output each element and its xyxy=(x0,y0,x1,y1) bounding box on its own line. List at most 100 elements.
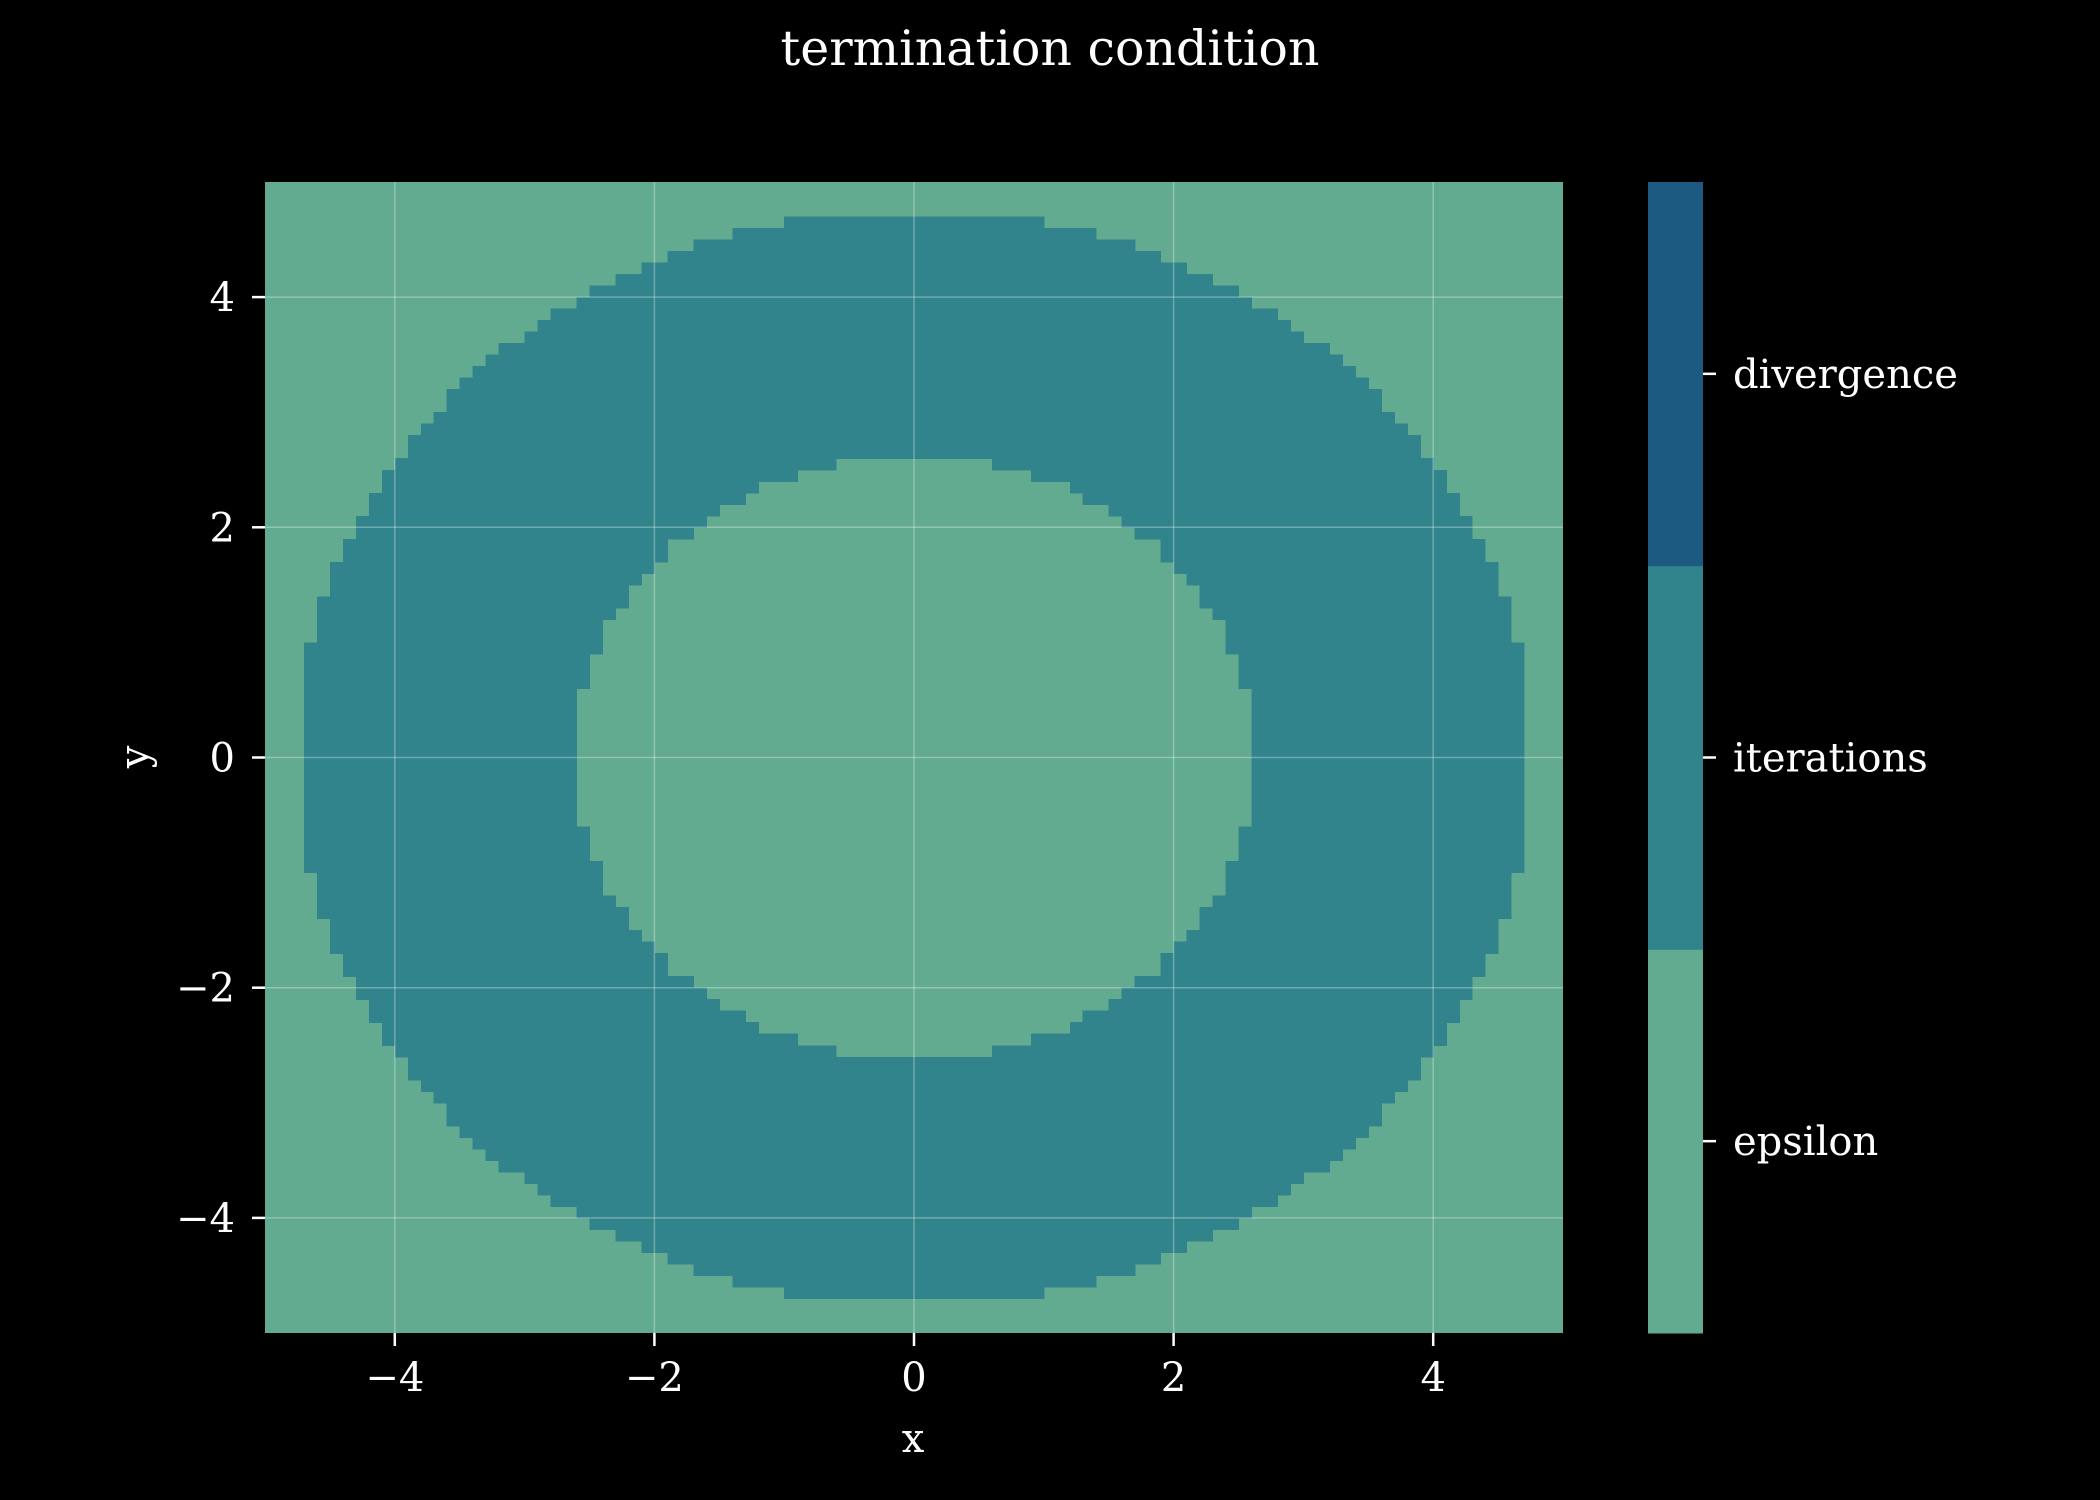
heatmap-cell-iterations xyxy=(316,884,604,897)
heatmap-cell-iterations xyxy=(784,1286,1045,1300)
heatmap-cell-iterations xyxy=(1082,1010,1460,1023)
heatmap-cell-iterations xyxy=(342,550,668,563)
heatmap-cell-iterations xyxy=(368,999,720,1012)
heatmap-cell-iterations xyxy=(472,366,1356,379)
heatmap-cell-iterations xyxy=(316,630,604,643)
heatmap-cell-iterations xyxy=(1251,757,1525,770)
heatmap-cell-iterations xyxy=(693,1263,1136,1277)
y-tick-label: 0 xyxy=(210,736,235,782)
heatmap-cell-iterations xyxy=(355,987,707,1000)
heatmap-cell-iterations xyxy=(303,745,578,759)
heatmap-cell-iterations xyxy=(615,1229,1214,1242)
heatmap-cell-iterations xyxy=(303,711,578,724)
heatmap-cell-iterations xyxy=(1160,550,1486,563)
x-tick-label: 2 xyxy=(1161,1355,1186,1401)
heatmap-cell-iterations xyxy=(1069,481,1447,494)
heatmap-cell-iterations xyxy=(524,331,1304,344)
heatmap-cell-iterations xyxy=(303,861,604,874)
heatmap-cell-iterations xyxy=(329,561,655,574)
y-axis-label: y xyxy=(112,745,158,769)
heatmap-cell-iterations xyxy=(1212,607,1512,620)
heatmap-cell-iterations xyxy=(485,354,1343,367)
heatmap-cell-iterations xyxy=(1199,907,1512,920)
heatmap-cell-iterations xyxy=(316,607,617,620)
heatmap-cell-iterations xyxy=(303,642,604,655)
y-tick-label: 4 xyxy=(210,275,235,321)
heatmap-cell-iterations xyxy=(303,780,578,793)
heatmap-cell-iterations xyxy=(784,216,1045,229)
heatmap-cell-iterations xyxy=(576,1206,1253,1219)
heatmap-cell-iterations xyxy=(381,481,759,494)
heatmap-cell-iterations xyxy=(420,1079,1408,1092)
heatmap-cell-iterations xyxy=(1238,653,1525,667)
heatmap-cell-iterations xyxy=(407,1056,1421,1069)
heatmap-cell-iterations xyxy=(381,1033,798,1046)
heatmap-cell-iterations xyxy=(1238,676,1525,690)
heatmap-cell-iterations xyxy=(316,907,630,920)
heatmap-cell-iterations xyxy=(1212,895,1512,908)
grid-lines xyxy=(265,182,1563,1333)
heatmap-cell-iterations xyxy=(1238,849,1525,862)
heatmap-cell-iterations xyxy=(693,239,1136,252)
heatmap-cell-iterations xyxy=(459,377,1369,390)
colorbar: epsilon iterations divergence xyxy=(1648,182,1958,1334)
heatmap-cell-iterations xyxy=(576,297,1253,310)
heatmap-cell-iterations xyxy=(342,964,668,977)
x-tick-label: −2 xyxy=(625,1355,684,1401)
y-tick-label: 2 xyxy=(210,505,235,551)
heatmap-cell-iterations xyxy=(355,976,694,989)
heatmap-cell-iterations xyxy=(1251,722,1525,736)
heatmap-cell-iterations xyxy=(303,769,578,782)
heatmap-cell-iterations xyxy=(303,722,578,736)
heatmap-cell-iterations xyxy=(589,1217,1240,1231)
heatmap-cell-iterations xyxy=(1199,584,1499,597)
heatmap-cell-iterations xyxy=(667,1252,1162,1265)
heatmap-cell-iterations xyxy=(472,1137,1356,1150)
heatmap-cell-iterations xyxy=(381,1022,759,1035)
heatmap-cell-iterations xyxy=(1121,987,1473,1000)
heatmap-cell-iterations xyxy=(1225,872,1512,885)
y-tick-label: −2 xyxy=(176,966,235,1012)
heatmap-cell-iterations xyxy=(1251,711,1525,724)
heatmap-cell-iterations xyxy=(1134,976,1473,989)
heatmap-cell-iterations xyxy=(485,1148,1343,1161)
heatmap-cell-iterations xyxy=(303,849,591,862)
colorbar-segment-divergence xyxy=(1648,182,1703,567)
heatmap-cell-iterations xyxy=(329,930,643,943)
heatmap-cell-iterations xyxy=(316,619,604,632)
heatmap-cell-iterations xyxy=(368,492,746,505)
heatmap-cell-iterations xyxy=(991,458,1434,471)
heatmap-cell-iterations xyxy=(524,1171,1304,1184)
heatmap-cell-iterations xyxy=(303,838,591,851)
heatmap-cell-iterations xyxy=(407,435,1421,448)
heatmap-cell-iterations xyxy=(1251,769,1525,782)
plot-area xyxy=(265,182,1563,1333)
heatmap-cell-iterations xyxy=(589,285,1240,298)
heatmap-cell-iterations xyxy=(1251,688,1525,701)
heatmap-cell-iterations xyxy=(303,699,578,713)
heatmap-cell-iterations xyxy=(1030,1033,1447,1046)
heatmap-cell-iterations xyxy=(1199,596,1512,609)
heatmap-cell-iterations xyxy=(1251,745,1525,759)
heatmap-cell-iterations xyxy=(1199,918,1499,931)
heatmap-cell-iterations xyxy=(1251,792,1525,805)
heatmap-cell-iterations xyxy=(1069,1022,1447,1035)
heatmap-cell-iterations xyxy=(732,1275,1097,1288)
heatmap-cell-iterations xyxy=(368,1010,746,1023)
heatmap-cell-iterations xyxy=(355,515,707,528)
heatmap-cell-iterations xyxy=(498,343,1330,356)
heatmap-cell-iterations xyxy=(1082,492,1460,505)
heatmap-cell-iterations xyxy=(303,653,591,667)
heatmap-cell-iterations xyxy=(446,1102,1382,1115)
heatmap-cell-iterations xyxy=(329,918,630,931)
heatmap-cell-iterations xyxy=(368,504,720,517)
heatmap-cell-iterations xyxy=(1225,642,1525,655)
heatmap-cell-iterations xyxy=(316,872,604,885)
heatmap-cell-iterations xyxy=(407,446,1421,459)
heatmap-cell-iterations xyxy=(1225,630,1512,643)
heatmap-cell-iterations xyxy=(303,688,578,701)
heatmap-cell-iterations xyxy=(316,895,617,908)
heatmap-cell-iterations xyxy=(1121,515,1473,528)
heatmap-cell-iterations xyxy=(303,676,591,690)
